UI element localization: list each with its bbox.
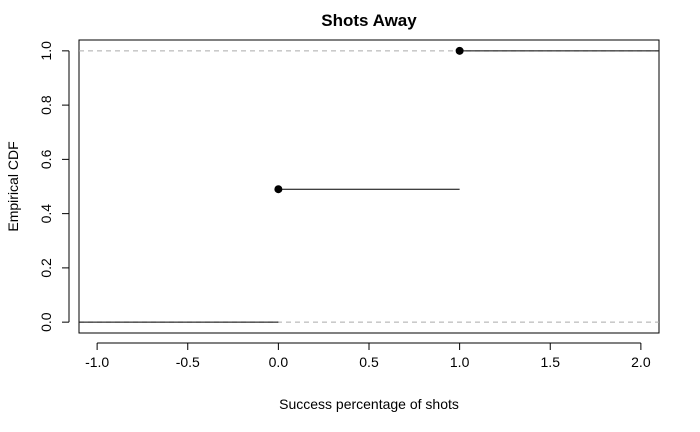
y-tick-label: 0.4 <box>38 204 54 224</box>
ecdf-series <box>79 46 659 323</box>
x-tick-label: 2.0 <box>631 354 651 370</box>
x-tick-label: 0.5 <box>359 354 379 370</box>
y-axis: 0.0 0.2 0.4 0.6 0.8 1.0 <box>38 41 70 332</box>
y-tick-label: 0.2 <box>38 258 54 278</box>
x-tick-label: 1.0 <box>450 354 470 370</box>
y-tick-label: 0.8 <box>38 95 54 115</box>
x-tick-label: -0.5 <box>176 354 200 370</box>
chart-title: Shots Away <box>321 11 417 30</box>
ecdf-point <box>455 46 464 55</box>
reference-lines <box>79 50 659 323</box>
x-axis: -1.0 -0.5 0.0 0.5 1.0 1.5 2.0 <box>85 342 651 370</box>
y-tick-label: 1.0 <box>38 41 54 61</box>
x-tick-label: 1.5 <box>541 354 561 370</box>
y-tick-label: 0.0 <box>38 312 54 332</box>
plot-frame <box>78 39 660 334</box>
ecdf-point <box>274 185 283 194</box>
x-tick-label: -1.0 <box>85 354 109 370</box>
x-axis-label: Success percentage of shots <box>279 396 459 412</box>
x-tick-label: 0.0 <box>269 354 289 370</box>
y-tick-label: 0.6 <box>38 149 54 169</box>
y-axis-label: Empirical CDF <box>5 141 21 231</box>
